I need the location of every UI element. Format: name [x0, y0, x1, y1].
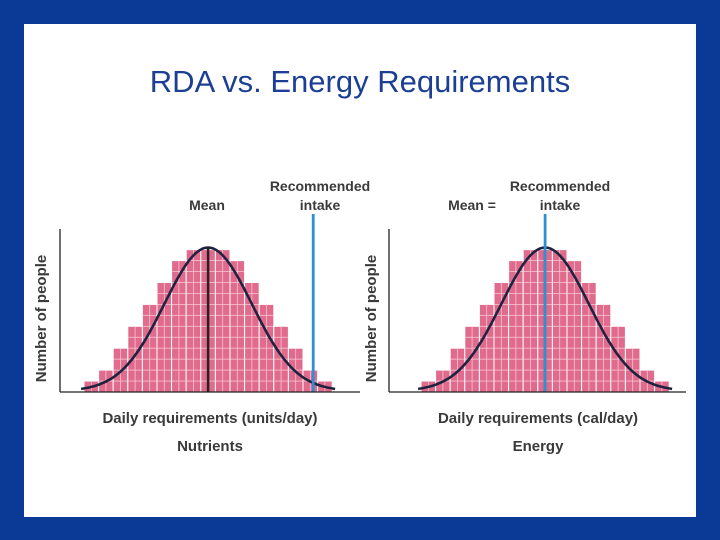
- energy-x-axis-label: Daily requirements (cal/day): [438, 410, 638, 427]
- nutrients-chart: Number of people Mean Recommended intake Dai…: [33, 178, 370, 455]
- energy-recommended-label-intake: intake: [540, 197, 581, 213]
- energy-y-axis-label: Number of people: [363, 255, 380, 383]
- nutrients-mean-label: Mean: [189, 197, 225, 213]
- energy-chart: Number of people Mean = Recommended intake D…: [363, 178, 686, 455]
- nutrients-y-axis-label: Number of people: [33, 255, 50, 383]
- energy-recommended-label: Recommended: [510, 178, 610, 194]
- slide: RDA vs. Energy Requirements Number of pe…: [24, 24, 696, 517]
- nutrients-recommended-label-intake: intake: [300, 197, 341, 213]
- nutrients-x-axis-label: Daily requirements (units/day): [102, 410, 317, 427]
- nutrients-caption: Nutrients: [177, 438, 243, 455]
- slide-title: RDA vs. Energy Requirements: [149, 64, 571, 99]
- nutrients-recommended-label: Recommended: [270, 178, 370, 194]
- energy-caption: Energy: [513, 438, 565, 455]
- charts-canvas: Number of people Mean Recommended intake Dai…: [33, 178, 686, 455]
- energy-mean-label: Mean =: [448, 197, 496, 213]
